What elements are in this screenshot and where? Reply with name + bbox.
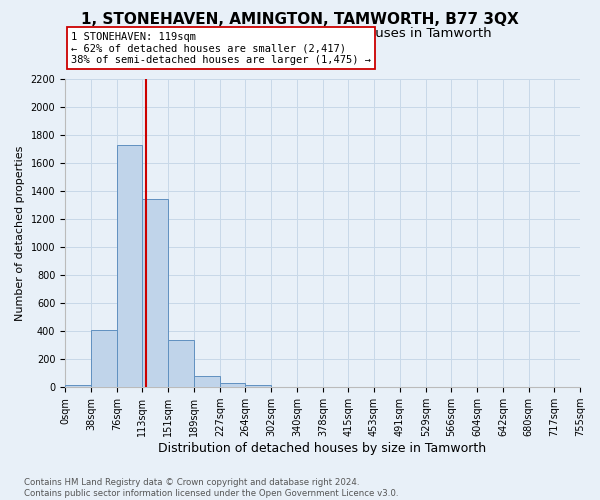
Bar [65,385,91,387]
Bar [245,385,271,387]
Bar [220,383,245,387]
Bar [117,145,142,387]
Bar [142,200,168,387]
Y-axis label: Number of detached properties: Number of detached properties [15,146,25,321]
Text: 1 STONEHAVEN: 119sqm
← 62% of detached houses are smaller (2,417)
38% of semi-de: 1 STONEHAVEN: 119sqm ← 62% of detached h… [71,32,371,64]
Text: 1, STONEHAVEN, AMINGTON, TAMWORTH, B77 3QX: 1, STONEHAVEN, AMINGTON, TAMWORTH, B77 3… [81,12,519,28]
Bar [168,340,194,387]
Text: Size of property relative to detached houses in Tamworth: Size of property relative to detached ho… [109,28,491,40]
Bar [91,330,117,387]
Bar [194,376,220,387]
X-axis label: Distribution of detached houses by size in Tamworth: Distribution of detached houses by size … [158,442,487,455]
Text: Contains HM Land Registry data © Crown copyright and database right 2024.
Contai: Contains HM Land Registry data © Crown c… [24,478,398,498]
